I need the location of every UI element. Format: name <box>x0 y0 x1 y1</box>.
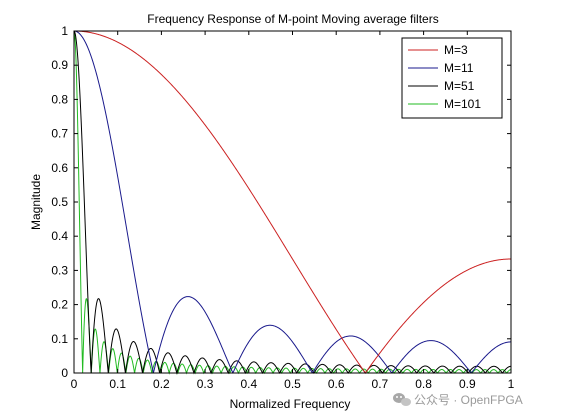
series-line-m-3 <box>74 30 511 374</box>
y-axis-ticks: 0 0.1 0.2 0.3 0.4 0.5 0.6 0.7 0.8 0.9 1 <box>51 24 511 380</box>
y-axis-label: Magnitude <box>29 174 43 230</box>
legend-box <box>401 37 503 119</box>
legend: M=3 M=11 M=51 M=101 <box>401 37 503 119</box>
y-tick-label: 0.5 <box>51 195 68 209</box>
x-tick-label: 0.3 <box>197 377 214 391</box>
y-tick-label: 0 <box>61 366 68 380</box>
legend-label: M=3 <box>444 43 468 57</box>
y-tick-label: 0.2 <box>51 298 68 312</box>
x-tick-label: 0 <box>71 377 78 391</box>
x-tick-label: 0.9 <box>459 377 476 391</box>
legend-label: M=101 <box>444 97 481 111</box>
chart-title: Frequency Response of M-point Moving ave… <box>147 12 438 26</box>
x-tick-label: 0.2 <box>153 377 170 391</box>
legend-label: M=51 <box>444 79 475 93</box>
y-tick-label: 0.7 <box>51 127 68 141</box>
y-tick-label: 0.1 <box>51 332 68 346</box>
wechat-icon <box>393 393 411 406</box>
watermark: 公众号 · OpenFPGA <box>393 393 523 407</box>
y-tick-label: 0.4 <box>51 229 68 243</box>
y-tick-label: 1 <box>61 24 68 38</box>
y-tick-label: 0.9 <box>51 58 68 72</box>
x-axis-ticks: 0 0.1 0.2 0.3 0.4 0.5 0.6 0.7 0.8 0.9 1 <box>71 31 515 391</box>
x-tick-label: 0.7 <box>372 377 389 391</box>
legend-label: M=11 <box>444 61 474 75</box>
y-tick-label: 0.3 <box>51 263 68 277</box>
y-tick-label: 0.8 <box>51 92 68 106</box>
series-line-m-51 <box>73 30 512 375</box>
y-tick-label: 0.6 <box>51 161 68 175</box>
x-tick-label: 1 <box>508 377 515 391</box>
x-axis-label: Normalized Frequency <box>230 397 351 411</box>
x-tick-label: 0.1 <box>109 377 126 391</box>
x-tick-label: 0.5 <box>284 377 301 391</box>
watermark-text: 公众号 · OpenFPGA <box>414 393 523 407</box>
x-tick-label: 0.4 <box>240 377 257 391</box>
series-line-m-11 <box>73 30 512 374</box>
x-tick-label: 0.8 <box>415 377 432 391</box>
x-tick-label: 0.6 <box>328 377 345 391</box>
